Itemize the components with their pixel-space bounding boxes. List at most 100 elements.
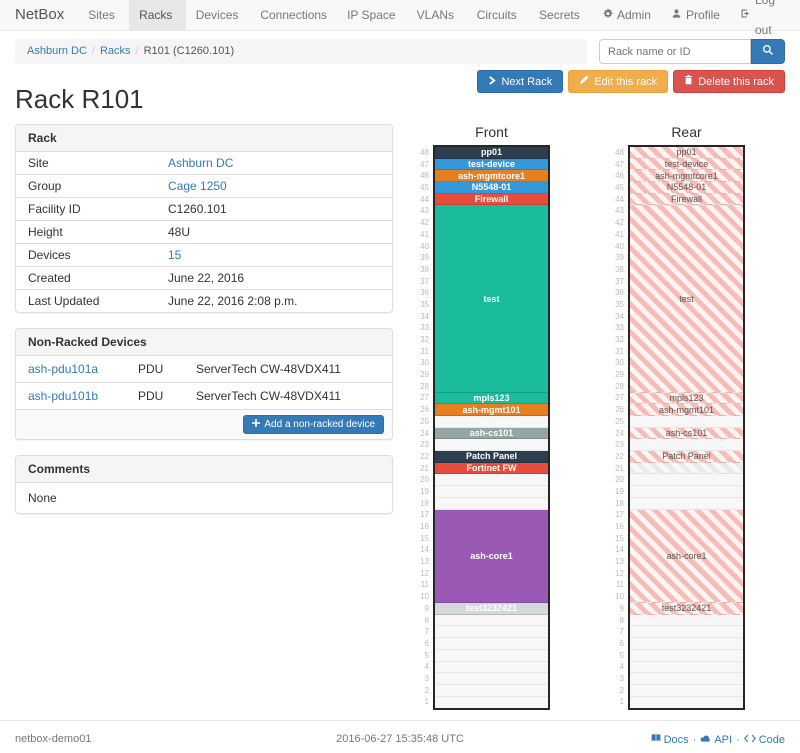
app-brand[interactable]: NetBox: [15, 6, 65, 23]
nav-right: Admin Profile Log out: [592, 0, 785, 37]
nav-item-logout[interactable]: Log out: [730, 0, 785, 37]
breadcrumb: Ashburn DC / Racks / R101 (C1260.101): [15, 39, 587, 64]
table-row: ash-pdu101b PDU ServerTech CW-48VDX411: [16, 382, 392, 409]
attr-value-link[interactable]: Ashburn DC: [168, 156, 234, 170]
rack-unit-empty[interactable]: [435, 614, 548, 627]
unit-number: 5: [619, 650, 624, 660]
rack-unit-empty[interactable]: [630, 649, 743, 662]
device-model: ServerTech CW-48VDX411: [196, 362, 341, 376]
attr-label: Created: [28, 271, 71, 285]
api-link[interactable]: API: [700, 734, 732, 746]
rack-unit-empty[interactable]: [435, 497, 548, 510]
rack-device-front[interactable]: mpls123: [435, 392, 548, 405]
unit-number: 43: [420, 206, 429, 216]
rack-unit-empty[interactable]: [435, 684, 548, 697]
rack-unit-empty[interactable]: [435, 439, 548, 452]
search-input[interactable]: [599, 39, 751, 64]
nav-item-circuits[interactable]: Circuits ▾: [467, 0, 529, 51]
nav-item-logout-label: Log out: [754, 0, 775, 37]
unit-number: 30: [615, 358, 624, 368]
unit-number: 22: [420, 451, 429, 461]
rack-unit-empty[interactable]: [630, 673, 743, 685]
rack-unit-empty[interactable]: [435, 649, 548, 662]
rack-device-front[interactable]: N5548-01: [435, 182, 548, 194]
rack-unit-empty[interactable]: [435, 474, 548, 487]
nav-item-racks[interactable]: Racks ▾: [129, 0, 186, 51]
rack-unit-empty[interactable]: [630, 497, 743, 510]
rack-unit-empty[interactable]: [435, 638, 548, 650]
next-rack-button[interactable]: Next Rack: [477, 70, 564, 93]
nav-item-profile[interactable]: Profile: [661, 0, 730, 30]
nonracked-panel-title: Non-Racked Devices: [16, 329, 392, 356]
rack-device-front[interactable]: ash-mgmtcore1: [435, 170, 548, 183]
nav-item-admin[interactable]: Admin: [592, 0, 661, 30]
rack-device-front[interactable]: ash-mgmt101: [435, 404, 548, 416]
rack-unit-empty[interactable]: [630, 696, 743, 709]
nav-item-vlans[interactable]: VLANs ▾: [407, 0, 467, 51]
rack-unit-empty[interactable]: [630, 684, 743, 697]
rack-device-rear: test3232421: [630, 603, 743, 615]
edit-rack-button[interactable]: Edit this rack: [568, 70, 669, 93]
device-link[interactable]: ash-pdu101b: [28, 389, 99, 403]
device-link[interactable]: ash-pdu101a: [28, 362, 99, 376]
nav-item-sites[interactable]: Sites ▾: [78, 0, 129, 51]
rack-device-front[interactable]: ash-core1: [435, 509, 548, 604]
unit-number: 12: [420, 568, 429, 578]
rack-device-front[interactable]: pp01: [435, 147, 548, 159]
rack-device-rear: Patch Panel: [630, 451, 743, 463]
nav-item-ip-space[interactable]: IP Space ▾: [337, 0, 407, 51]
rack-device-front[interactable]: Firewall: [435, 193, 548, 206]
unit-number: 44: [420, 194, 429, 204]
add-nonracked-device-button[interactable]: Add a non-racked device: [243, 415, 384, 434]
search-button[interactable]: [751, 39, 785, 64]
nav-item-devices[interactable]: Devices ▾: [186, 0, 251, 51]
breadcrumb-link[interactable]: Racks: [99, 45, 131, 57]
unit-number: 15: [615, 533, 624, 543]
rack-device-front[interactable]: test3232421: [435, 603, 548, 615]
rack-unit-empty[interactable]: [435, 696, 548, 709]
docs-link[interactable]: Docs: [651, 733, 689, 746]
rack-device-front[interactable]: test-device: [435, 158, 548, 171]
edit-rack-label: Edit this rack: [594, 75, 658, 88]
rack-unit-empty[interactable]: [630, 614, 743, 627]
rack-device-front[interactable]: ash-cs101: [435, 427, 548, 440]
rack-unit-empty[interactable]: [435, 673, 548, 685]
rack-unit-empty[interactable]: [630, 486, 743, 498]
unit-number: 6: [619, 638, 624, 648]
unit-number: 15: [420, 533, 429, 543]
api-link-label: API: [714, 733, 733, 746]
main-content: Rack Site Ashburn DC Group Cage 1250 Facilit…: [15, 124, 785, 720]
delete-rack-button[interactable]: Delete this rack: [673, 70, 785, 93]
unit-number: 11: [615, 580, 624, 590]
rear-rack: pp01 test-device ash-mgmtcore1 N5548-01 Fire…: [628, 145, 745, 711]
rack-unit-empty[interactable]: [630, 439, 743, 452]
attr-label: Facility ID: [28, 202, 81, 216]
separator: ·: [736, 733, 740, 746]
rack-unit-empty[interactable]: [435, 486, 548, 498]
docs-link-label: Docs: [663, 733, 689, 746]
rack-unit-empty[interactable]: [630, 626, 743, 639]
delete-rack-label: Delete this rack: [698, 75, 774, 88]
rack-unit-empty[interactable]: [630, 416, 743, 428]
code-icon: [743, 734, 756, 746]
rack-unit-empty[interactable]: [630, 638, 743, 650]
rack-unit-empty[interactable]: [630, 661, 743, 674]
rack-unit-empty[interactable]: [435, 416, 548, 428]
attr-value: 48U: [168, 225, 191, 239]
comments-panel-title: Comments: [16, 456, 392, 483]
attr-value-link[interactable]: 15: [168, 248, 182, 262]
table-row: Height 48U: [16, 220, 392, 243]
breadcrumb-link[interactable]: Ashburn DC: [27, 45, 87, 57]
rack-device-front[interactable]: Fortinet FW: [435, 462, 548, 475]
nav-item-connections[interactable]: Connections ▾: [250, 0, 337, 51]
code-link[interactable]: Code: [743, 734, 785, 746]
rack-device-front[interactable]: Patch Panel: [435, 451, 548, 463]
nav-item-secrets[interactable]: Secrets ▾: [529, 0, 592, 51]
unit-number: 39: [420, 253, 429, 263]
rack-unit-empty[interactable]: [435, 661, 548, 674]
attr-value-link[interactable]: Cage 1250: [168, 179, 227, 193]
rack-device-front[interactable]: test: [435, 205, 548, 393]
rack-unit-empty[interactable]: [435, 626, 548, 639]
comments-panel: Comments None: [15, 455, 393, 514]
rack-unit-empty[interactable]: [630, 474, 743, 487]
